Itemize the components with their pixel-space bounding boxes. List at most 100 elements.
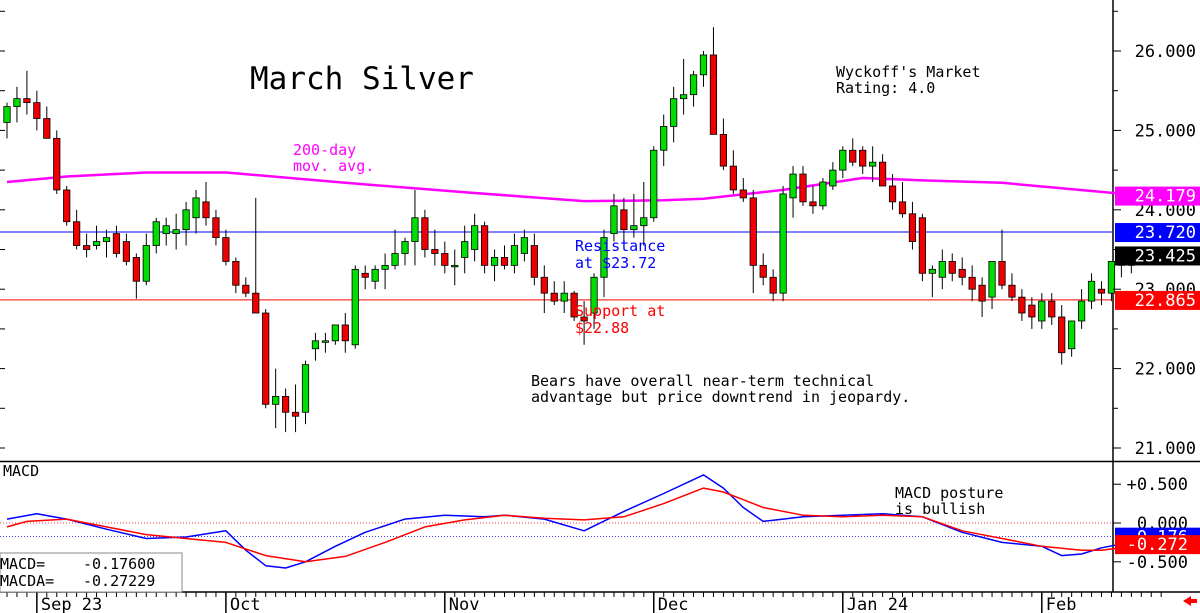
candle — [948, 253, 956, 282]
candle-body-up — [321, 340, 330, 343]
candle — [689, 70, 698, 107]
candle — [789, 166, 797, 218]
candle — [242, 277, 250, 298]
candle — [510, 233, 519, 274]
candle — [968, 265, 976, 302]
macda-readout-value: -0.27229 — [83, 572, 155, 590]
candle — [222, 229, 230, 266]
candle — [749, 189, 757, 294]
candle — [859, 146, 867, 175]
candle-body-up — [381, 264, 389, 270]
candle-body-down — [421, 217, 429, 250]
candle-body-down — [43, 118, 51, 139]
candle-body-up — [182, 209, 190, 231]
candle — [759, 253, 767, 286]
candle — [620, 197, 628, 242]
candle — [162, 217, 170, 246]
candle — [839, 146, 847, 179]
rating-line-2: Rating: 4.0 — [836, 79, 935, 97]
candle — [670, 86, 678, 143]
macd-panel — [0, 474, 1142, 569]
candle — [500, 245, 509, 270]
month-label: Jan 24 — [847, 595, 908, 613]
price-badge: 23.720 — [1115, 223, 1200, 243]
candle — [490, 249, 499, 282]
candle — [471, 213, 479, 262]
price-badge-bg — [1115, 186, 1200, 206]
candle-body-down — [530, 245, 538, 278]
candle-body-down — [769, 276, 777, 294]
candle — [142, 233, 150, 286]
candle — [799, 166, 807, 206]
macd-readout-value: -0.17600 — [83, 555, 155, 573]
candle-body-down — [242, 284, 250, 294]
candle-body-down — [222, 237, 230, 262]
candle-body-up — [1038, 300, 1046, 322]
candle — [13, 86, 21, 123]
candle — [849, 138, 857, 167]
candle — [769, 269, 777, 302]
candle-body-down — [23, 98, 31, 104]
candle — [411, 189, 419, 266]
candle-body-down — [729, 165, 737, 191]
candle-body-up — [490, 257, 499, 266]
candle — [421, 209, 429, 258]
candle — [1058, 305, 1066, 365]
candle-body-up — [819, 181, 827, 207]
candle-body-down — [859, 149, 867, 167]
candle — [43, 106, 51, 139]
candle-body-up — [839, 149, 847, 171]
candle-body-up — [92, 241, 101, 246]
candle-body-down — [361, 272, 369, 278]
macda-line — [6, 487, 1142, 563]
candle — [908, 201, 917, 250]
support-label-line-2: $22.88 — [575, 319, 629, 337]
candle — [232, 257, 240, 294]
resistance-label-line-2: at $23.72 — [575, 254, 656, 272]
candle — [600, 229, 608, 298]
candle — [630, 193, 638, 238]
time-axis: Sep 23 Oct Nov Dec Jan 24 Feb — [6, 592, 1162, 613]
candle-body-up — [510, 245, 519, 266]
candle-body-up — [102, 237, 111, 242]
candle — [172, 213, 180, 250]
candle — [998, 229, 1006, 290]
candle-body-down — [908, 213, 917, 242]
price-badge-label: 23.720 — [1135, 223, 1196, 243]
price-badge-label: 22.865 — [1135, 291, 1196, 311]
month-label: Nov — [449, 595, 480, 613]
candle-body-up — [411, 217, 419, 242]
candle-body-down — [212, 217, 220, 238]
scroll-arrow-icon[interactable] — [1183, 596, 1197, 606]
candle-body-up — [272, 395, 280, 405]
candle-body-down — [53, 137, 61, 191]
candle-body-up — [192, 197, 200, 219]
macd-readout-box — [0, 552, 183, 593]
candle-body-down — [202, 201, 210, 219]
candle — [1097, 281, 1106, 306]
candle — [212, 209, 220, 246]
candle-body-up — [699, 54, 708, 76]
candle — [311, 332, 320, 361]
candle — [3, 102, 11, 139]
commentary-line-2: advantage but price downtrend in jeopard… — [531, 388, 910, 406]
candle — [729, 150, 737, 194]
candle-body-down — [968, 276, 976, 290]
candle-body-up — [928, 268, 936, 274]
month-label: Oct — [230, 595, 261, 613]
candle-body-up — [451, 264, 459, 268]
candle — [63, 185, 71, 226]
candle-body-down — [281, 395, 290, 413]
candle-body-up — [391, 253, 399, 266]
commentary-line-1: Bears have overall near-term technical — [531, 372, 874, 390]
candle-body-up — [3, 106, 11, 123]
candle — [829, 162, 837, 190]
candle — [401, 237, 409, 266]
candle-body-up — [1068, 320, 1076, 350]
candle — [1078, 289, 1086, 329]
candle-body-up — [560, 292, 568, 302]
candle — [252, 197, 260, 314]
candle-body-up — [461, 241, 469, 258]
